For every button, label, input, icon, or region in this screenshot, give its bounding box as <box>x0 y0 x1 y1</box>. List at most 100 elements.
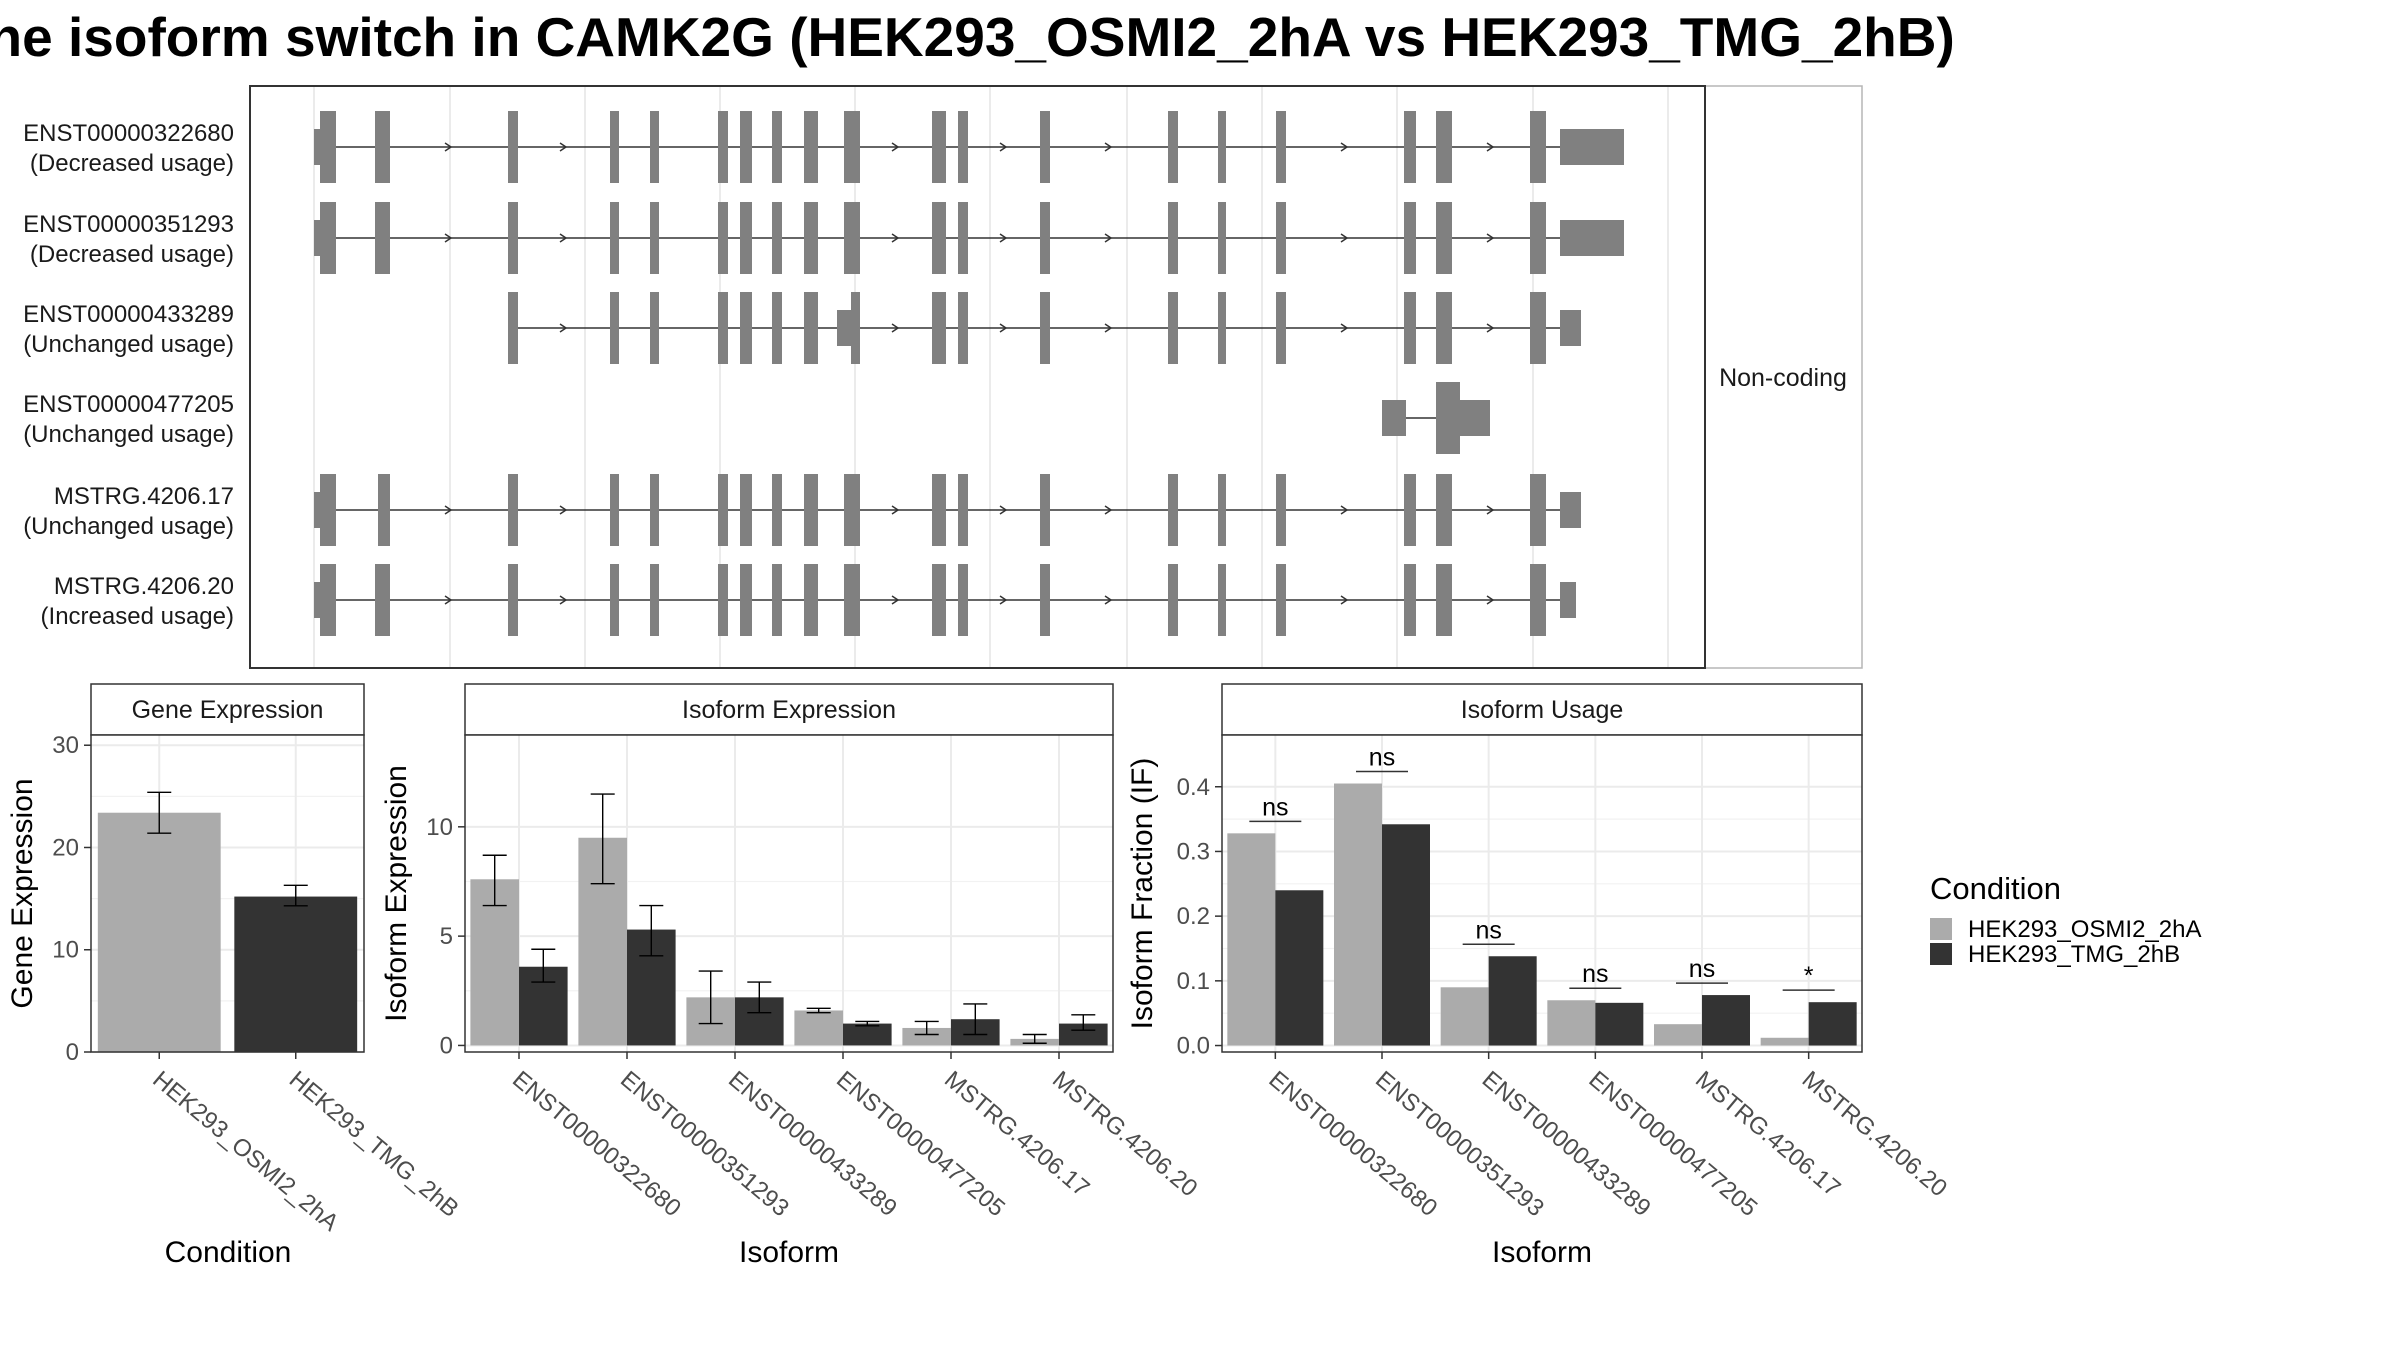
coding-exon <box>378 474 390 546</box>
strand-arrow <box>444 142 453 152</box>
strand-arrow <box>1340 142 1349 152</box>
utr-exon <box>1382 400 1406 436</box>
strand-arrow <box>999 323 1008 333</box>
strand-arrow <box>1486 505 1495 515</box>
coding-exon <box>932 111 946 183</box>
coding-exon <box>1218 292 1226 364</box>
bar <box>1382 824 1430 1046</box>
coding-exon <box>958 474 968 546</box>
coding-exon <box>1436 111 1452 183</box>
bar <box>1440 987 1489 1046</box>
coding-exon <box>772 111 782 183</box>
panel-border <box>464 734 1114 1053</box>
coding-exon <box>1168 111 1178 183</box>
bar <box>794 1010 843 1046</box>
coding-exon <box>650 202 659 274</box>
utr-exon <box>1460 400 1490 436</box>
y-tick-label: 0.4 <box>1177 774 1210 801</box>
coding-exon <box>1530 111 1546 183</box>
coding-exon <box>610 111 619 183</box>
significance-label: ns <box>1262 793 1288 821</box>
coding-exon <box>1276 474 1286 546</box>
bar <box>1595 1002 1644 1046</box>
panel-strip-label: Gene Expression <box>132 696 324 724</box>
coding-exon <box>320 111 336 183</box>
strand-arrow <box>999 595 1008 605</box>
coding-exon <box>804 111 818 183</box>
coding-exon <box>1404 111 1416 183</box>
strand-arrow <box>559 142 568 152</box>
non-coding-label: Non-coding <box>1719 364 1847 392</box>
isoform-usage-label: (Increased usage) <box>41 603 234 630</box>
coding-exon <box>1404 202 1416 274</box>
coding-exon <box>650 474 659 546</box>
strand-arrow <box>999 505 1008 515</box>
utr-exon <box>1560 220 1624 256</box>
coding-exon <box>1040 202 1050 274</box>
coding-exon <box>375 111 390 183</box>
strand-arrow <box>1340 233 1349 243</box>
isoform-usage-label: (Unchanged usage) <box>23 421 234 448</box>
strand-arrow <box>559 233 568 243</box>
isoform-id-label: ENST00000351293 <box>23 211 234 238</box>
bar <box>97 812 221 1052</box>
x-axis-title: Isoform <box>739 1236 839 1269</box>
significance-label: ns <box>1689 955 1715 983</box>
non-coding-facet-box <box>1704 85 1863 669</box>
coding-exon <box>1040 111 1050 183</box>
coding-exon <box>1218 564 1226 636</box>
coding-exon <box>1436 292 1452 364</box>
coding-exon <box>740 111 752 183</box>
isoform-id-label: MSTRG.4206.17 <box>54 483 234 510</box>
isoform-usage-label: (Unchanged usage) <box>23 513 234 540</box>
significance-label: ns <box>1475 916 1501 944</box>
bar <box>1808 1002 1857 1046</box>
isoform-id-label: MSTRG.4206.20 <box>54 573 234 600</box>
coding-exon <box>1530 474 1546 546</box>
coding-exon <box>1404 564 1416 636</box>
coding-exon <box>610 202 619 274</box>
y-tick-label: 0.2 <box>1177 903 1210 930</box>
isoform-id-label: ENST00000433289 <box>23 301 234 328</box>
strand-arrow <box>1340 505 1349 515</box>
coding-exon <box>1436 202 1452 274</box>
bar <box>1488 956 1537 1046</box>
utr-exon <box>1560 492 1581 528</box>
coding-exon <box>804 292 818 364</box>
coding-exon <box>610 292 619 364</box>
coding-exon <box>320 564 336 636</box>
coding-exon <box>718 111 728 183</box>
panel-border <box>90 734 365 1053</box>
isoform-usage-label: (Decreased usage) <box>30 150 234 177</box>
coding-exon <box>320 202 336 274</box>
coding-exon <box>958 111 968 183</box>
coding-exon <box>1276 202 1286 274</box>
panel-border <box>1221 734 1863 1053</box>
significance-label: ns <box>1369 744 1395 772</box>
strand-arrow <box>1104 323 1113 333</box>
bar <box>1227 833 1276 1046</box>
legend-item-label: HEK293_TMG_2hB <box>1968 941 2180 968</box>
x-axis-title: Isoform <box>1492 1236 1592 1269</box>
y-tick-label: 5 <box>440 923 453 950</box>
strand-arrow <box>559 323 568 333</box>
coding-exon <box>650 111 659 183</box>
significance-label: * <box>1804 962 1814 990</box>
coding-exon <box>1168 564 1178 636</box>
bar <box>1275 890 1324 1046</box>
coding-exon <box>1276 292 1286 364</box>
strand-arrow <box>1340 595 1349 605</box>
panel-strip <box>1221 683 1863 736</box>
figure-title: Gene isoform switch in CAMK2G (HEK293_OS… <box>0 6 1955 68</box>
y-tick-label: 0.3 <box>1177 838 1210 865</box>
bar <box>1702 995 1750 1046</box>
y-tick-label: 30 <box>52 732 79 759</box>
coding-exon <box>958 564 968 636</box>
coding-exon <box>1436 474 1452 546</box>
strand-arrow <box>1104 505 1113 515</box>
gene-expression-panel: Gene Expression0102030HEK293_OSMI2_2hAHE… <box>6 683 464 1269</box>
y-axis-title: Isoform Expression <box>380 765 413 1022</box>
